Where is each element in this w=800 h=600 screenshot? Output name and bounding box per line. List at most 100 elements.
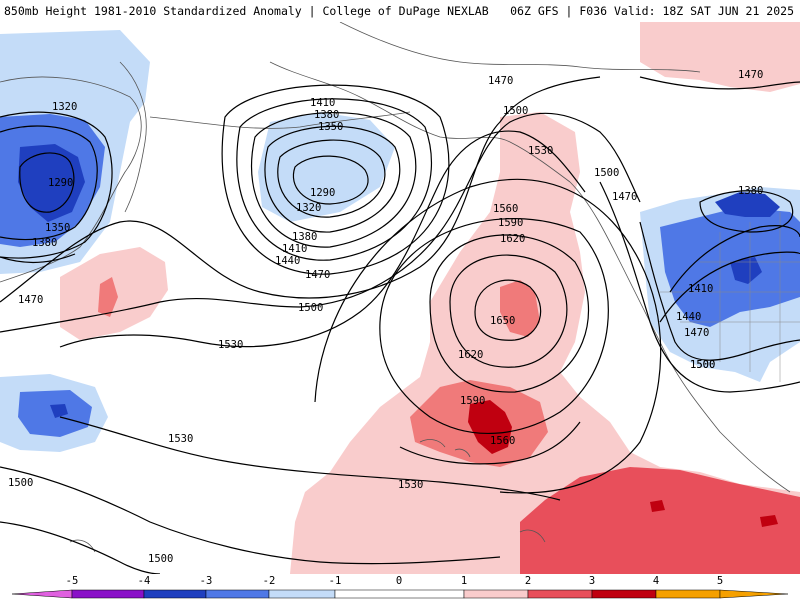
positive-anomaly-10 xyxy=(760,515,778,527)
colorbar-segment-neg1 xyxy=(268,589,336,599)
contour-label: 1500 xyxy=(8,477,33,489)
contour-1440-west-us xyxy=(659,251,800,323)
contour-label: 1320 xyxy=(52,101,77,113)
colorbar-tick: -3 xyxy=(200,575,213,587)
colorbar-segment-zero xyxy=(334,589,465,599)
colorbar-segment-pos1 xyxy=(463,589,529,599)
contour-1380-aleutian xyxy=(250,112,417,248)
coastline-aleutians xyxy=(149,111,411,129)
colorbar-segment-neg4 xyxy=(71,589,145,599)
contour-label: 1410 xyxy=(282,243,307,255)
map-title: 850mb Height 1981-2010 Standardized Anom… xyxy=(4,4,489,18)
colorbar-segment-pos3 xyxy=(591,589,657,599)
anomaly-map: 1320 1290 1350 1380 1470 1410 1380 1350 … xyxy=(0,22,800,574)
contour-label: 1500 xyxy=(298,302,323,314)
positive-anomaly-7 xyxy=(468,400,512,454)
anomaly-shading xyxy=(0,22,800,574)
contour-1470-ne xyxy=(639,76,800,90)
colorbar-segment-neg2 xyxy=(205,589,270,599)
contour-label: 1590 xyxy=(498,217,523,229)
contour-1290-west xyxy=(19,152,75,213)
contour-label: 1380 xyxy=(292,231,317,243)
contour-1470-west-us xyxy=(639,221,800,361)
contour-label: 1530 xyxy=(168,433,193,445)
contour-label: 1320 xyxy=(296,202,321,214)
contour-label: 1560 xyxy=(490,435,515,447)
colorbar-tick: 2 xyxy=(525,575,531,587)
contour-label: 1410 xyxy=(688,283,713,295)
contour-label: 1620 xyxy=(458,349,483,361)
colorbar-segment-pos5 xyxy=(719,589,789,599)
negative-anomaly-9 xyxy=(660,207,800,327)
map-header: 850mb Height 1981-2010 Standardized Anom… xyxy=(0,0,800,22)
colorbar-tick: -2 xyxy=(263,575,276,587)
contour-label: 1470 xyxy=(305,269,330,281)
contour-label: 1410 xyxy=(310,97,335,109)
colorbar-tick: -4 xyxy=(138,575,151,587)
contour-1290-aleutian xyxy=(292,155,369,205)
coastline-kamchatka xyxy=(119,61,147,213)
contour-label: 1500 xyxy=(690,359,715,371)
contour-1320-aleutian xyxy=(277,139,386,218)
contour-1350-west xyxy=(0,111,113,259)
contour-label: 1440 xyxy=(676,311,701,323)
contour-1410-west-us xyxy=(669,225,800,293)
contour-label: 1530 xyxy=(218,339,243,351)
contour-1500-north xyxy=(0,112,641,333)
negative-anomaly-7 xyxy=(50,404,68,418)
contour-label: 1380 xyxy=(314,109,339,121)
colorbar-tick: -1 xyxy=(329,575,342,587)
colorbar-tick: -5 xyxy=(66,575,79,587)
contour-label: 1440 xyxy=(275,255,300,267)
colorbar-tick: 3 xyxy=(589,575,595,587)
contour-1590 xyxy=(429,234,589,393)
contour-1320-west xyxy=(0,125,98,241)
contour-label: 1500 xyxy=(690,359,715,371)
contour-labels: 1320 1290 1350 1380 1470 1410 1380 1350 … xyxy=(8,69,763,565)
coastline-hawaii xyxy=(419,439,471,458)
contour-1530-south xyxy=(59,416,561,501)
colorbar-tick: 0 xyxy=(396,575,402,587)
colorbar-segment-pos2 xyxy=(527,589,593,599)
contour-1350-aleutian xyxy=(264,125,401,233)
contour-1500-south xyxy=(0,466,501,565)
height-contours xyxy=(0,76,800,574)
contour-1380-west-us xyxy=(699,190,794,233)
map-canvas: 1320 1290 1350 1380 1470 1410 1380 1350 … xyxy=(0,22,800,574)
contour-label: 1470 xyxy=(738,69,763,81)
negative-anomaly-10 xyxy=(715,192,780,217)
contour-label: 1470 xyxy=(488,75,513,87)
colorbar-segment-neg3 xyxy=(143,589,207,599)
coastline-arctic xyxy=(339,22,701,73)
contour-label: 1380 xyxy=(738,185,763,197)
contour-label: 1470 xyxy=(684,327,709,339)
contour-label: 1500 xyxy=(594,167,619,179)
contour-label: 1470 xyxy=(18,294,43,306)
contour-label: 1530 xyxy=(398,479,423,491)
coastline-canada xyxy=(569,181,791,493)
contour-1650 xyxy=(474,279,542,341)
contour-label: 1380 xyxy=(32,237,57,249)
contour-label: 1590 xyxy=(460,395,485,407)
contour-1530-mid xyxy=(59,130,586,348)
negative-anomaly-3 xyxy=(18,144,85,222)
positive-anomaly-5 xyxy=(500,280,540,337)
colorbar-segment-pos4 xyxy=(655,589,721,599)
contour-1380-west xyxy=(0,253,76,264)
anomaly-colorbar: -5 -4 -3 -2 -1 0 1 2 3 4 5 xyxy=(0,574,800,600)
contour-1560 xyxy=(379,218,609,435)
contour-1620 xyxy=(449,254,568,368)
contour-label: 1530 xyxy=(528,145,553,157)
contour-label: 1290 xyxy=(48,177,73,189)
contour-label: 1350 xyxy=(45,222,70,234)
contour-label: 1470 xyxy=(612,191,637,203)
positive-anomaly-9 xyxy=(650,500,665,512)
negative-anomaly-11 xyxy=(730,257,762,284)
contour-label: 1350 xyxy=(318,121,343,133)
colorbar-segment-neg5 xyxy=(11,589,73,599)
colorbar-canvas: -5 -4 -3 -2 -1 0 1 2 3 4 5 xyxy=(11,575,789,599)
colorbar-tick: 1 xyxy=(461,575,467,587)
contour-label: 1290 xyxy=(310,187,335,199)
contour-label: 1500 xyxy=(503,105,528,117)
contour-label: 1560 xyxy=(493,203,518,215)
